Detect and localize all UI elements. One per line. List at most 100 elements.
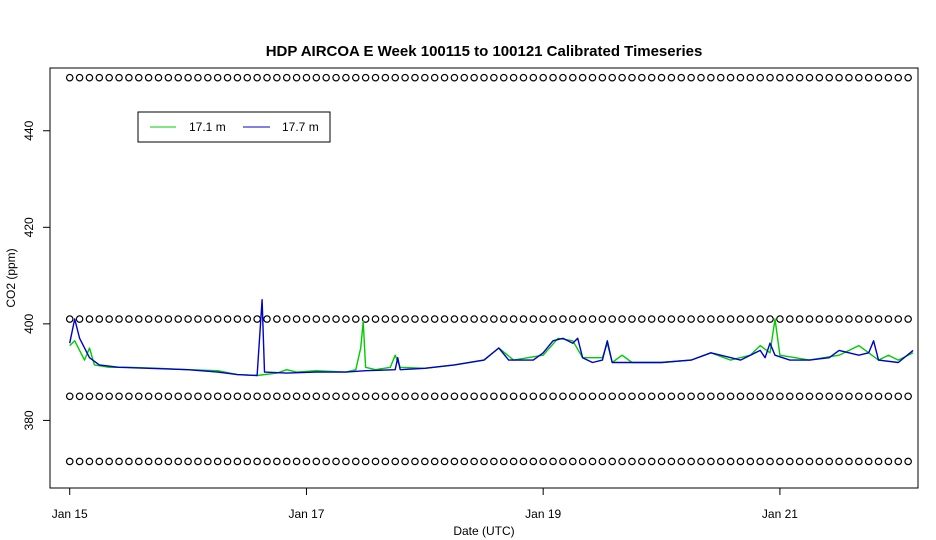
marker-point xyxy=(174,392,183,401)
marker-point xyxy=(233,315,242,323)
marker-point xyxy=(391,392,400,401)
marker-point xyxy=(322,73,330,82)
marker-point xyxy=(519,315,528,323)
marker-point xyxy=(480,457,488,466)
marker-point xyxy=(401,457,409,466)
marker-point xyxy=(125,457,133,466)
marker-point xyxy=(795,73,804,82)
marker-point xyxy=(273,392,281,401)
marker-point xyxy=(578,457,587,466)
marker-point xyxy=(470,73,478,82)
marker-point xyxy=(450,73,459,82)
marker-point xyxy=(411,457,419,466)
marker-point xyxy=(726,392,735,401)
marker-point xyxy=(460,457,469,466)
marker-point xyxy=(785,315,794,323)
marker-point xyxy=(204,73,212,82)
y-tick-label: 440 xyxy=(22,120,36,140)
marker-point xyxy=(766,457,774,466)
marker-point xyxy=(292,73,301,82)
marker-point xyxy=(726,73,735,82)
marker-point xyxy=(756,457,764,466)
marker-point xyxy=(115,392,123,401)
marker-point xyxy=(282,315,291,323)
marker-point xyxy=(835,73,843,82)
marker-point xyxy=(638,457,646,466)
marker-point xyxy=(361,73,370,82)
marker-point xyxy=(598,73,607,82)
marker-point xyxy=(342,73,350,82)
marker-point xyxy=(263,457,271,466)
series-line-2 xyxy=(69,299,914,377)
marker-point xyxy=(697,315,705,323)
x-axis-label: Date (UTC) xyxy=(453,524,514,538)
marker-point xyxy=(756,73,764,82)
marker-point xyxy=(351,73,360,82)
series-line-1 xyxy=(69,318,914,377)
marker-point xyxy=(647,315,656,323)
marker-point xyxy=(381,457,390,466)
marker-point xyxy=(568,457,577,466)
marker-point xyxy=(391,315,400,323)
marker-point xyxy=(884,73,893,82)
marker-point xyxy=(263,73,271,82)
marker-point xyxy=(391,457,400,466)
marker-point xyxy=(647,73,656,82)
marker-point xyxy=(105,73,113,82)
marker-point xyxy=(361,315,370,323)
marker-point xyxy=(440,73,449,82)
marker-point xyxy=(233,73,242,82)
marker-point xyxy=(174,457,183,466)
marker-point xyxy=(223,315,232,323)
marker-point xyxy=(519,457,528,466)
marker-point xyxy=(490,392,498,401)
marker-point xyxy=(470,457,478,466)
marker-point xyxy=(75,73,84,82)
marker-point xyxy=(65,315,74,323)
marker-point xyxy=(381,315,390,323)
marker-point xyxy=(756,315,764,323)
marker-point xyxy=(371,315,380,323)
marker-point xyxy=(371,457,380,466)
marker-point xyxy=(785,457,794,466)
marker-point xyxy=(845,392,853,401)
marker-point xyxy=(85,392,94,401)
marker-point xyxy=(815,73,824,82)
marker-point xyxy=(825,457,834,466)
marker-point xyxy=(332,457,340,466)
marker-point xyxy=(134,457,143,466)
marker-point xyxy=(490,457,498,466)
marker-point xyxy=(687,73,695,82)
marker-point xyxy=(884,392,893,401)
marker-point xyxy=(716,315,725,323)
marker-point xyxy=(312,457,321,466)
x-tick-label: Jan 17 xyxy=(288,507,324,521)
marker-point xyxy=(697,457,705,466)
marker-point xyxy=(588,315,597,323)
marker-point xyxy=(75,392,84,401)
marker-point xyxy=(282,73,291,82)
marker-point xyxy=(776,392,784,401)
marker-point xyxy=(361,457,370,466)
marker-point xyxy=(342,457,350,466)
marker-point xyxy=(884,315,893,323)
marker-point xyxy=(766,392,774,401)
marker-point xyxy=(115,315,123,323)
marker-point xyxy=(845,73,853,82)
marker-point xyxy=(499,73,508,82)
marker-point xyxy=(874,73,883,82)
marker-point xyxy=(657,73,666,82)
marker-point xyxy=(736,73,745,82)
marker-point xyxy=(411,73,419,82)
marker-point xyxy=(263,392,271,401)
marker-point xyxy=(776,457,784,466)
marker-point xyxy=(273,315,281,323)
x-tick-label: Jan 15 xyxy=(52,507,88,521)
marker-point xyxy=(667,73,676,82)
marker-point xyxy=(144,392,153,401)
marker-point xyxy=(233,457,242,466)
marker-point xyxy=(282,457,291,466)
marker-point xyxy=(618,392,626,401)
marker-point xyxy=(95,73,104,82)
marker-point xyxy=(805,315,814,323)
